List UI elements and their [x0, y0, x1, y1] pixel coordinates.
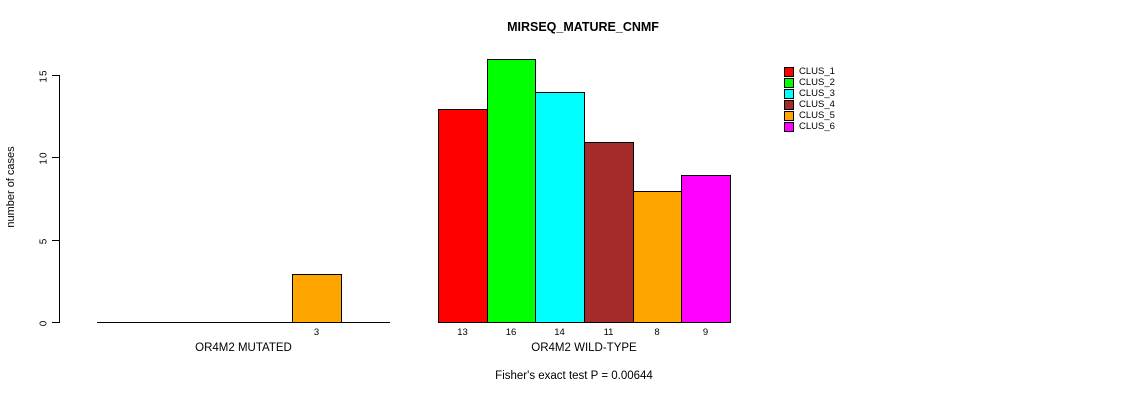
bar-clus_4 [584, 142, 634, 323]
legend-swatch-clus_2 [784, 78, 794, 88]
legend-swatch-clus_5 [784, 111, 794, 121]
footnote-pvalue: Fisher's exact test P = 0.00644 [495, 370, 653, 382]
bar-clus_5 [292, 274, 342, 323]
legend-label: CLUS_4 [799, 99, 835, 110]
legend-swatch-clus_1 [784, 67, 794, 77]
legend-swatch-clus_6 [784, 122, 794, 132]
bar-value-label: 9 [702, 327, 709, 338]
y-axis-line [59, 75, 60, 323]
bar-value-label: 14 [554, 327, 565, 338]
legend-swatch-clus_3 [784, 89, 794, 99]
legend-label: CLUS_2 [799, 77, 835, 88]
group-label: OR4M2 WILD-TYPE [531, 342, 637, 354]
bar-value-label: 13 [457, 327, 468, 338]
chart-title: MIRSEQ_MATURE_CNMF [507, 20, 659, 34]
legend-label: CLUS_6 [799, 121, 835, 132]
y-tick [52, 75, 59, 76]
group-label: OR4M2 MUTATED [195, 342, 292, 354]
bar-value-label: 11 [603, 327, 614, 338]
bar-value-label: 3 [313, 327, 320, 338]
group-baseline [97, 322, 390, 323]
bar-clus_2 [487, 59, 536, 323]
bar-value-label: 8 [654, 327, 660, 338]
y-tick [52, 157, 59, 158]
legend-label: CLUS_5 [799, 110, 835, 121]
legend-label: CLUS_3 [799, 88, 835, 99]
y-tick [52, 240, 59, 241]
legend-label: CLUS_1 [799, 66, 835, 77]
bar-value-label: 16 [505, 327, 517, 338]
legend-swatch-clus_4 [784, 100, 794, 110]
y-tick [52, 322, 59, 323]
bar-clus_6 [681, 175, 731, 323]
